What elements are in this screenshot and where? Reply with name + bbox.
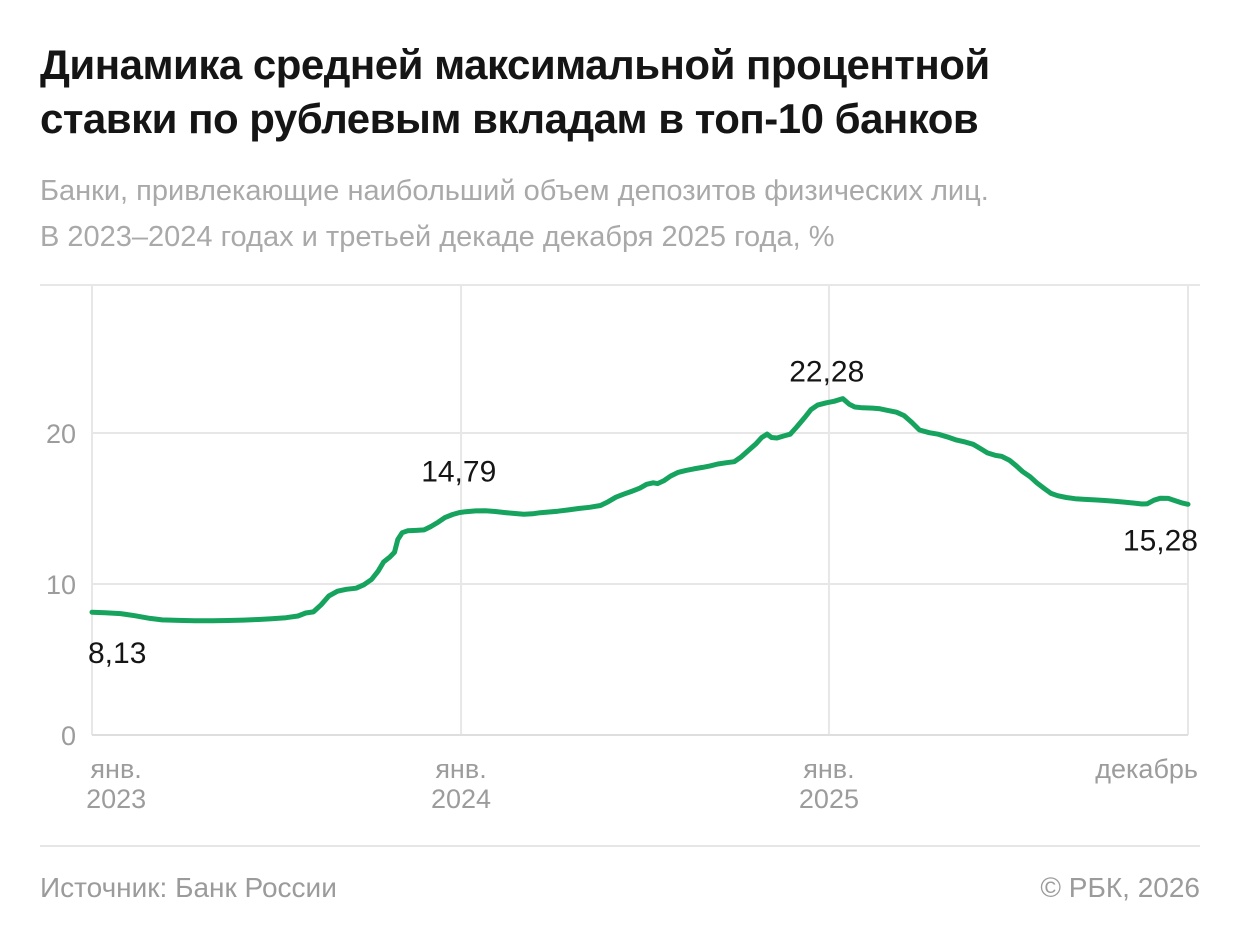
title-line-2: ставки по рублевым вкладам в топ-10 банк… [40,95,979,142]
data-point-label: 15,28 [1123,524,1198,557]
rate-line [89,396,1191,624]
subtitle-line-1: Банки, привлекающие наибольший объем деп… [40,175,989,207]
x-tick-year: 2023 [86,784,146,814]
page-title: Динамика средней максимальной процентной… [40,38,1200,146]
y-tick-label: 10 [46,570,76,600]
footer-divider [40,845,1200,847]
title-line-1: Динамика средней максимальной процентной [40,41,990,88]
x-tick-month: декабрь [1095,754,1198,784]
x-tick-year: 2024 [431,784,491,814]
x-tick-month: янв. [90,754,141,784]
data-point-label: 14,79 [421,456,496,489]
y-tick-label: 20 [46,419,76,449]
data-point-label: 8,13 [88,637,146,670]
chart-subtitle: Банки, привлекающие наибольший объем деп… [40,168,1200,260]
data-point-label: 22,28 [789,356,864,389]
x-tick-month: янв. [803,754,854,784]
copyright-label: © РБК, 2026 [1040,872,1200,903]
x-tick-year: 2025 [799,784,859,814]
x-tick-month: янв. [435,754,486,784]
source-label: Источник: Банк России [40,872,337,903]
y-tick-label: 0 [61,721,76,751]
subtitle-line-2: В 2023–2024 годах и третьей декаде декаб… [40,221,835,253]
